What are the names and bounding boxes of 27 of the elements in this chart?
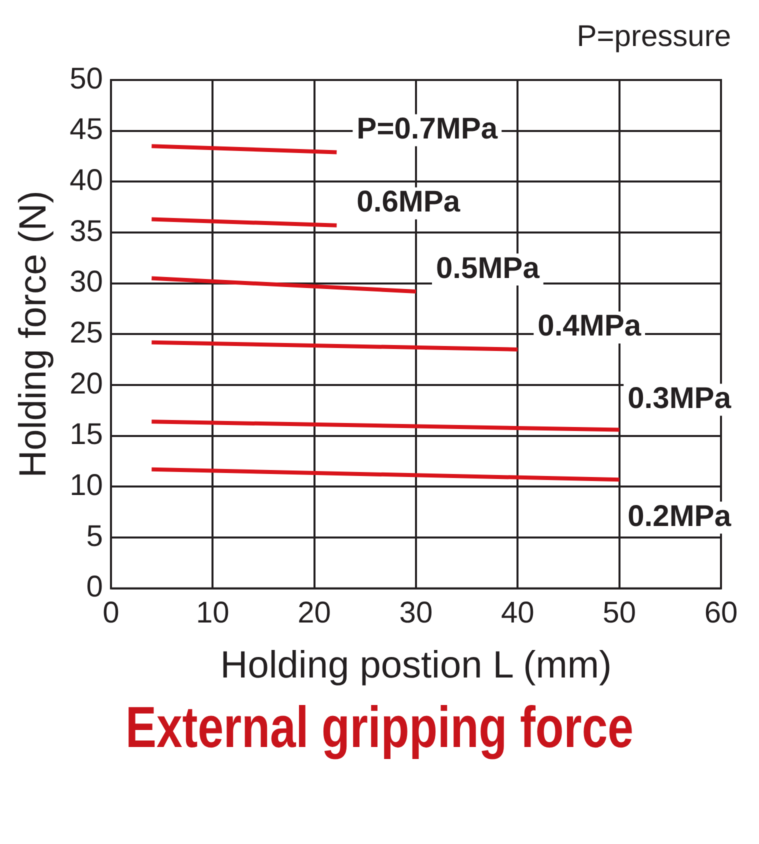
x-tick-label: 30 xyxy=(399,596,433,630)
x-tick-label: 20 xyxy=(298,596,331,630)
y-tick-label: 5 xyxy=(86,520,103,553)
y-tick-label: 40 xyxy=(70,164,103,197)
y-axis-title: Holding force (N) xyxy=(12,190,54,478)
y-tick-label: 50 xyxy=(70,62,103,96)
x-tick-label: 40 xyxy=(500,596,534,630)
x-tick-label: 50 xyxy=(602,596,636,630)
y-tick-label: 10 xyxy=(70,468,103,502)
y-tick-label: 45 xyxy=(70,113,103,146)
series-label: P=0.7MPa xyxy=(356,112,498,146)
x-tick-label: 10 xyxy=(196,596,230,630)
y-tick-label: 25 xyxy=(70,316,103,350)
x-tick-label: 60 xyxy=(704,596,738,630)
y-tick-label: 15 xyxy=(70,418,103,452)
series-label: 0.5MPa xyxy=(436,252,540,285)
text: P=pressure xyxy=(576,20,732,54)
series-label: 0.3MPa xyxy=(628,382,732,416)
series-label: 0.2MPa xyxy=(628,500,732,533)
x-axis-title: Holding postion L (mm) xyxy=(220,644,612,687)
series-label: 0.4MPa xyxy=(538,310,642,343)
series-label: 0.6MPa xyxy=(356,186,460,219)
y-tick-label: 0 xyxy=(86,570,103,604)
y-tick-label: 30 xyxy=(70,266,103,299)
y-tick-label: 35 xyxy=(70,214,103,248)
text: External gripping force xyxy=(124,694,634,761)
y-tick-label: 20 xyxy=(70,367,103,400)
